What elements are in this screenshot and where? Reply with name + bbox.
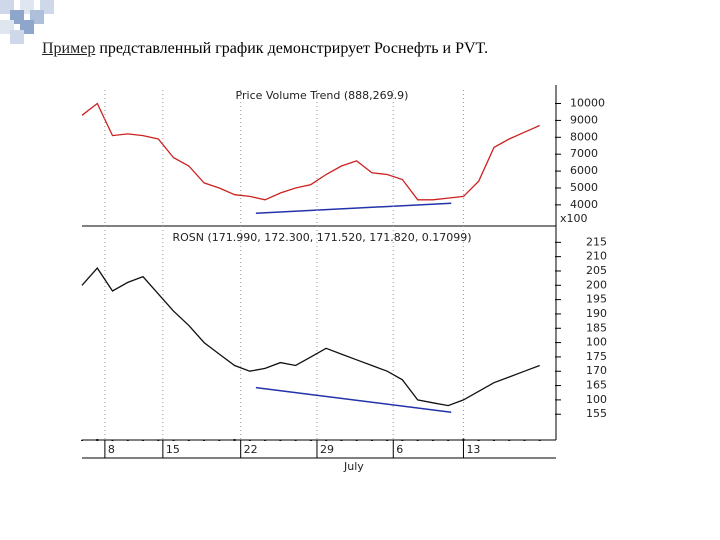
volume-bar (523, 440, 526, 441)
y-tick-label: 170 (586, 364, 607, 377)
volume-bar (340, 439, 343, 441)
volume-bar (111, 440, 114, 441)
y-tick-label: 205 (586, 264, 607, 277)
y-tick-label: 100 (586, 393, 607, 406)
volume-bar (462, 438, 465, 441)
volume-bar (203, 440, 206, 441)
deco (10, 30, 24, 44)
volume-bar (538, 439, 541, 441)
y-multiplier: x100 (560, 212, 588, 225)
volume-bar (401, 439, 404, 441)
x-tick-label: 15 (166, 443, 180, 456)
volume-bar (355, 440, 358, 441)
volume-bar (279, 440, 282, 441)
x-tick-label: 6 (396, 443, 403, 456)
volume-bar (492, 440, 495, 441)
y-tick-label: 7000 (570, 147, 598, 160)
y-tick-label: 190 (586, 307, 607, 320)
volume-bar (187, 439, 190, 441)
y-tick-label: 10000 (570, 97, 605, 110)
volume-bar (294, 439, 297, 441)
volume-bar (447, 440, 450, 441)
y-tick-label: 9000 (570, 113, 598, 126)
heading: Пример представленный график демонстриру… (42, 40, 488, 58)
y-tick-label: 4000 (570, 198, 598, 211)
heading-highlight: Пример (42, 40, 96, 57)
volume-bar (233, 439, 236, 441)
chart-title: ROSN (171.990, 172.300, 171.520, 171.820… (172, 231, 471, 244)
y-tick-label: 6000 (570, 164, 598, 177)
volume-bar (96, 439, 99, 441)
volume-bar (81, 439, 83, 441)
x-tick-label: 13 (466, 443, 480, 456)
volume-bar (309, 440, 312, 441)
volume-bar (218, 440, 221, 441)
volume-bar (142, 440, 145, 441)
volume-bar (325, 440, 328, 441)
volume-bar (431, 439, 434, 441)
series-line (255, 202, 452, 215)
x-tick-label: 22 (244, 443, 258, 456)
x-tick-label: 8 (108, 443, 115, 456)
x-axis-label: July (343, 460, 364, 473)
y-tick-label: 185 (586, 321, 607, 334)
volume-bar (477, 439, 480, 441)
y-tick-label: 155 (586, 407, 607, 420)
y-tick-label: 200 (586, 278, 607, 291)
y-tick-label: 210 (586, 250, 607, 263)
volume-bar (248, 439, 251, 441)
y-tick-label: 5000 (570, 181, 598, 194)
series-line (81, 102, 540, 201)
volume-bar (172, 440, 175, 441)
x-tick-label: 29 (320, 443, 334, 456)
y-tick-label: 8000 (570, 130, 598, 143)
volume-bar (264, 440, 267, 441)
y-tick-label: 175 (586, 350, 607, 363)
chart-title: Price Volume Trend (888,269.9) (236, 89, 409, 102)
y-tick-label: 195 (586, 293, 607, 306)
volume-bar (386, 440, 389, 441)
volume-bar (416, 440, 419, 441)
volume-bar (126, 439, 129, 441)
volume-bar (508, 439, 511, 441)
y-tick-label: 165 (586, 379, 607, 392)
volume-bar (370, 440, 373, 441)
series-line (255, 386, 452, 413)
y-tick-label: 100 (586, 336, 607, 349)
heading-text: представленный график демонстрирует Росн… (99, 40, 489, 57)
series-line (81, 267, 540, 407)
y-tick-label: 215 (586, 235, 607, 248)
volume-bar (157, 439, 160, 441)
